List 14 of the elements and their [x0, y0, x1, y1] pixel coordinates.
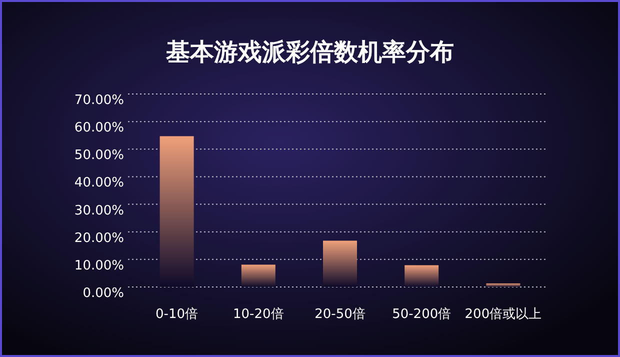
x-tick-label: 50-200倍 — [392, 307, 452, 322]
y-tick-label: 50.00% — [74, 148, 124, 164]
y-tick-label: 20.00% — [74, 230, 124, 246]
x-tick-label: 0-10倍 — [156, 307, 198, 322]
chart-title: 基本游戏派彩倍数机率分布 — [165, 38, 454, 66]
y-tick-label: 10.00% — [74, 258, 124, 274]
x-tick-label: 20-50倍 — [314, 307, 366, 322]
y-tick-label: 0.00% — [82, 286, 124, 301]
y-tick-label: 60.00% — [74, 120, 124, 136]
y-tick-label: 70.00% — [74, 93, 124, 108]
x-tick-label: 10-20倍 — [233, 307, 284, 322]
x-tick-label: 200倍或以上 — [464, 307, 542, 322]
y-tick-label: 30.00% — [74, 203, 124, 218]
y-tick-label: 40.00% — [74, 176, 124, 191]
